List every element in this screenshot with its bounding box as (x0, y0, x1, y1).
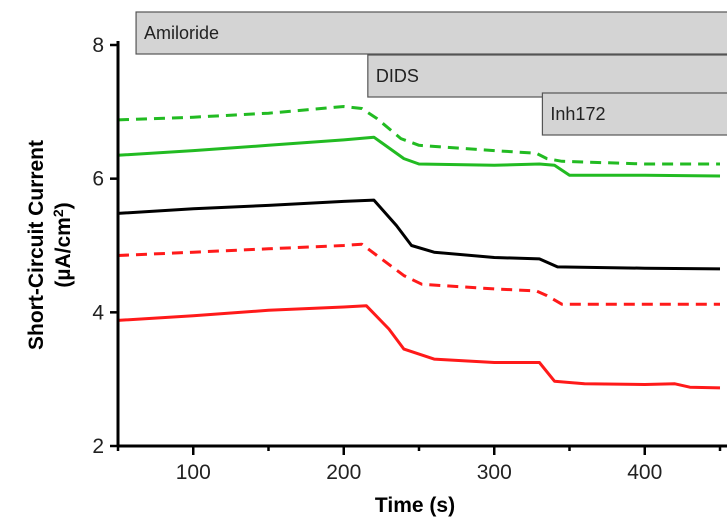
y-tick-label: 2 (92, 435, 104, 458)
x-tick-label: 100 (176, 461, 211, 484)
treatment-bar-rect (135, 11, 727, 55)
treatment-label: Inh172 (550, 104, 605, 124)
y-axis-title: Short-Circuit Current (µA/cm2) (25, 140, 75, 350)
treatment-label: Amiloride (144, 23, 219, 43)
series-layer (117, 105, 721, 390)
x-tick-label: 200 (326, 461, 361, 484)
treatment-bar-dids: DIDS (367, 54, 727, 98)
y-axis-title-unit: (µA/cm (52, 217, 75, 287)
series-line-3 (117, 242, 720, 306)
treatment-bar-rect (367, 54, 727, 98)
x-tick-label: 300 (477, 461, 512, 484)
y-axis-title-line2: (µA/cm2) (50, 202, 75, 287)
treatment-label: DIDS (376, 66, 419, 86)
y-tick-label: 6 (92, 168, 104, 191)
y-tick-label: 4 (92, 301, 104, 324)
y-tick-label: 8 (92, 34, 104, 57)
y-axis-title-unit-sup: 2 (50, 209, 66, 217)
treatment-bars: Amiloride DIDS Inh172 (135, 11, 727, 136)
axes: 2 4 6 8 100 200 300 400 (92, 34, 727, 484)
y-axis-title-unit-close: ) (52, 202, 75, 209)
series-line-4 (117, 304, 721, 390)
y-axis-title-line1: Short-Circuit Current (25, 140, 48, 350)
treatment-bar-rect (541, 92, 727, 136)
series-line-2 (117, 198, 721, 271)
treatment-bar-inh172: Inh172 (541, 92, 727, 136)
treatment-bar-amiloride: Amiloride (135, 11, 727, 55)
x-axis-title: Time (s) (375, 494, 455, 517)
series-line-1 (117, 135, 721, 178)
x-tick-label: 400 (627, 461, 662, 484)
series-line-0 (117, 105, 720, 166)
